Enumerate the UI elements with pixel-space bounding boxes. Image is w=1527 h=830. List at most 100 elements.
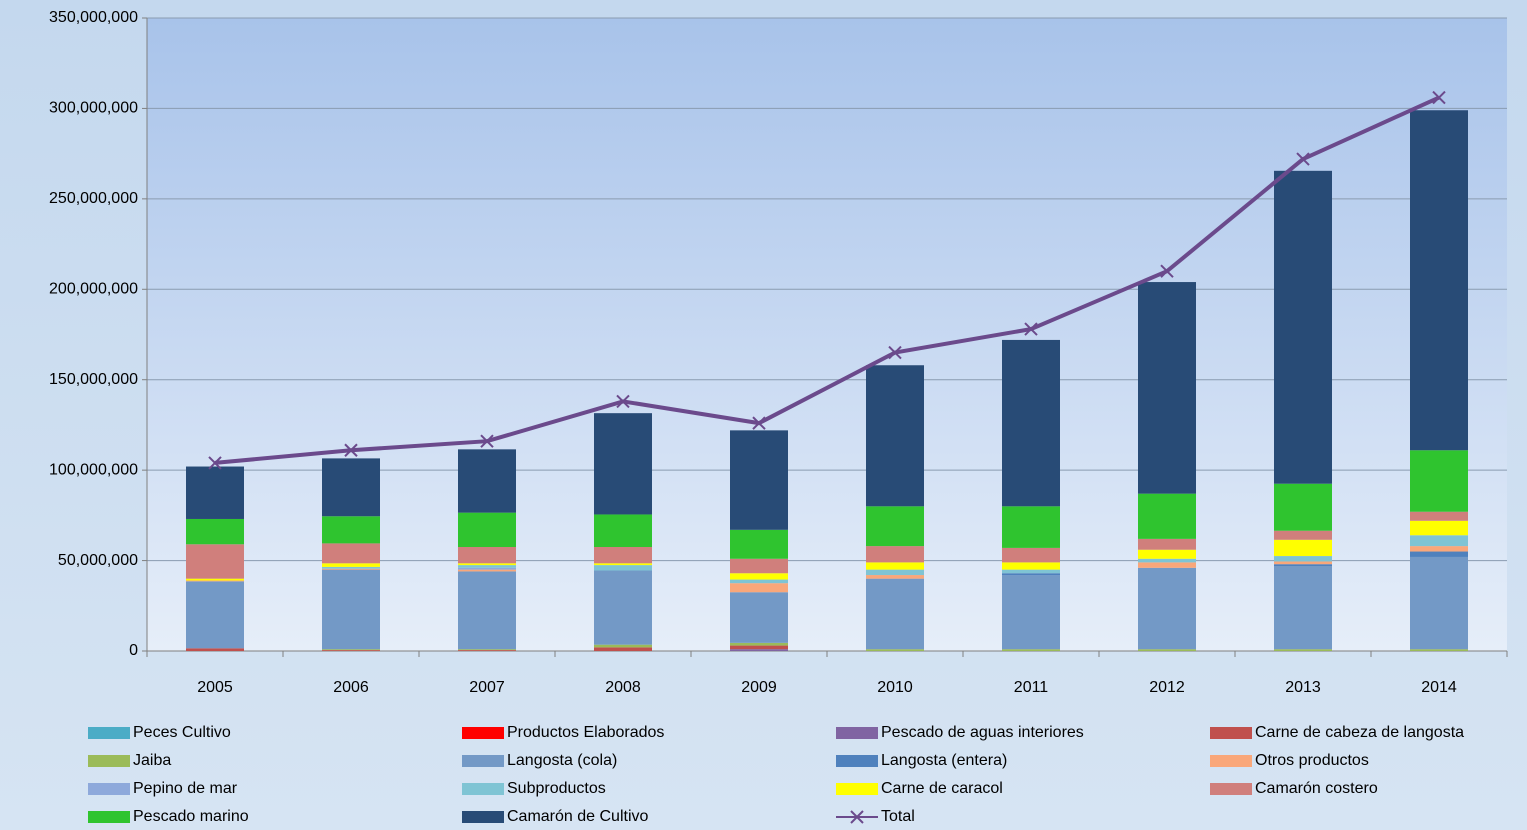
- bar-segment: [322, 516, 380, 544]
- bar-segment: [1410, 649, 1468, 651]
- x-tick-label: 2012: [1149, 679, 1185, 696]
- legend-swatch: [1210, 755, 1252, 767]
- bar-segment: [458, 650, 516, 651]
- bar-segment: [1410, 551, 1468, 557]
- bar-segment: [1274, 649, 1332, 651]
- legend-label: Carne de cabeza de langosta: [1255, 724, 1464, 741]
- legend-swatch: [836, 783, 878, 795]
- x-tick-label: 2014: [1421, 679, 1457, 696]
- bar-segment: [1138, 282, 1196, 494]
- legend-label: Pescado de aguas interiores: [881, 724, 1084, 741]
- bar-segment: [730, 558, 788, 574]
- bar-segment: [186, 518, 244, 545]
- bar-segment: [730, 430, 788, 530]
- bar-segment: [1002, 547, 1060, 563]
- x-tick-label: 2008: [605, 679, 641, 696]
- bar-segment: [1410, 535, 1468, 547]
- bar-segment: [1138, 549, 1196, 559]
- total-marker: [616, 394, 630, 409]
- bar-segment: [1138, 493, 1196, 539]
- bar-segment: [322, 568, 380, 570]
- legend-swatch: [88, 727, 130, 739]
- bar-segment: [1410, 546, 1468, 552]
- y-tick-label: 50,000,000: [58, 552, 138, 569]
- legend-swatch: [462, 811, 504, 823]
- bar-segment: [1274, 564, 1332, 566]
- legend-swatch: [462, 755, 504, 767]
- x-tick-label: 2011: [1014, 679, 1049, 696]
- total-marker: [1296, 152, 1310, 166]
- bar-segment: [594, 647, 652, 651]
- total-marker: [888, 345, 902, 360]
- legend-swatch: [88, 783, 130, 795]
- bar-segment: [322, 649, 380, 651]
- legend-swatch: [836, 755, 878, 767]
- bar-segment: [730, 592, 788, 643]
- legend-marker: [850, 810, 864, 824]
- bar-segment: [730, 645, 788, 650]
- bar-segment: [594, 644, 652, 648]
- legend-swatch: [1210, 783, 1252, 795]
- legend-label: Langosta (cola): [507, 752, 617, 769]
- bar-segment: [1410, 450, 1468, 512]
- bar-segment: [866, 649, 924, 651]
- bar-segment: [322, 543, 380, 564]
- bar-segment: [866, 365, 924, 507]
- bar-segment: [730, 573, 788, 580]
- legend-swatch: [88, 755, 130, 767]
- bar-segment: [1410, 520, 1468, 536]
- y-tick-label: 250,000,000: [49, 190, 138, 207]
- bar-segment: [1138, 567, 1196, 650]
- bar-segment: [1138, 538, 1196, 550]
- x-tick-label: 2006: [333, 679, 369, 696]
- x-tick-label: 2007: [469, 679, 505, 696]
- bar-segment: [594, 565, 652, 571]
- legend-label: Pescado marino: [133, 808, 249, 825]
- x-tick-label: 2009: [741, 679, 777, 696]
- bar-segment: [322, 569, 380, 650]
- bar-segment: [186, 648, 244, 651]
- bar-segment: [186, 581, 244, 649]
- bar-segment: [1274, 483, 1332, 531]
- bar-segment: [1002, 573, 1060, 576]
- bar-segment: [458, 547, 516, 564]
- total-line: [214, 95, 1440, 465]
- bar-segment: [1138, 562, 1196, 568]
- legend-label: Peces Cultivo: [133, 724, 231, 741]
- legend-swatch: [836, 727, 878, 739]
- y-tick-label: 300,000,000: [49, 100, 138, 117]
- x-tick-label: 2005: [197, 679, 233, 696]
- bar-segment: [1002, 339, 1060, 507]
- bar-segment: [458, 567, 516, 570]
- bar-segment: [458, 649, 516, 651]
- bar-segment: [186, 578, 244, 581]
- bar-segment: [1002, 562, 1060, 570]
- bar-segment: [458, 569, 516, 572]
- bar-segment: [186, 580, 244, 582]
- y-tick-label: 150,000,000: [49, 371, 138, 388]
- bar-segment: [1274, 556, 1332, 562]
- x-tick-label: 2010: [877, 679, 913, 696]
- bar-segment: [594, 514, 652, 548]
- bar-segment: [866, 546, 924, 563]
- bar-segment: [322, 566, 380, 569]
- bar-segment: [458, 571, 516, 650]
- legend-label: Carne de caracol: [881, 780, 1003, 797]
- total-marker: [344, 443, 358, 457]
- total-marker: [208, 456, 222, 470]
- legend-label: Pepino de mar: [133, 780, 238, 797]
- y-tick-label: 200,000,000: [49, 281, 138, 298]
- bar-segment: [458, 563, 516, 566]
- y-tick-label: 100,000,000: [49, 461, 138, 478]
- bar-segment: [730, 529, 788, 559]
- legend-label: Otros productos: [1255, 752, 1369, 769]
- bar-segment: [866, 506, 924, 547]
- bar-segment: [1002, 569, 1060, 574]
- total-marker: [480, 434, 494, 448]
- bar-segment: [730, 642, 788, 646]
- bar-segment: [1002, 575, 1060, 650]
- bar-segment: [186, 544, 244, 579]
- legend-swatch: [462, 727, 504, 739]
- bar-segment: [594, 563, 652, 566]
